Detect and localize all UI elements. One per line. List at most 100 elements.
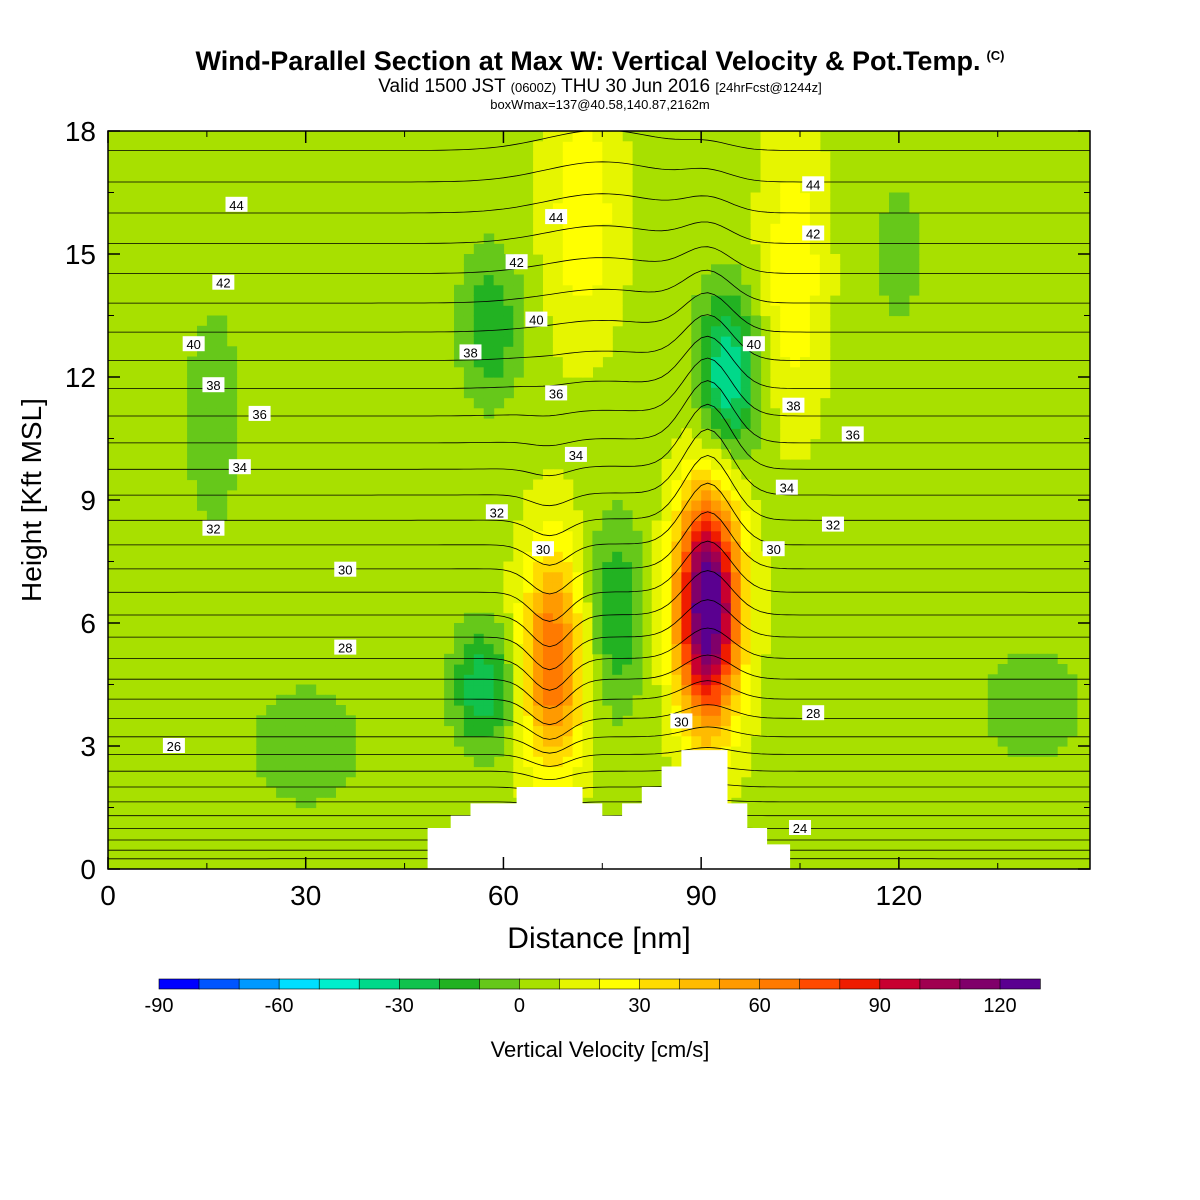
field-cell (622, 612, 633, 624)
field-cell (800, 397, 811, 409)
field-cell (463, 633, 475, 645)
field-cell (483, 694, 495, 706)
field-cell (780, 418, 791, 429)
field-cell (562, 479, 574, 491)
field-cell (800, 243, 811, 255)
field-cell (592, 571, 603, 583)
field-cell (503, 387, 514, 399)
field-cell (661, 664, 673, 675)
field-cell (1057, 664, 1068, 675)
field-cell (602, 172, 613, 183)
field-cell (543, 520, 554, 532)
field-cell (602, 274, 613, 286)
field-cell (543, 223, 554, 235)
field-cell (612, 715, 623, 727)
field-cell (612, 520, 623, 532)
y-axis-label: Height [Kft MSL] (16, 398, 47, 602)
field-cell (523, 582, 534, 593)
field-cell (730, 448, 742, 460)
field-cell (720, 551, 732, 563)
field-cell (819, 172, 831, 183)
field-cell (483, 397, 495, 409)
field-cell (612, 151, 623, 163)
field-cell (1037, 705, 1048, 716)
field-cell (997, 674, 1009, 686)
field-cell (760, 592, 771, 604)
field-cell (750, 315, 762, 327)
field-cell (612, 274, 623, 286)
field-cell (483, 725, 495, 737)
field-cell (315, 746, 327, 757)
field-cell (552, 582, 564, 593)
field-cell (582, 787, 593, 798)
field-cell (572, 530, 584, 542)
field-cell (750, 418, 762, 429)
field-cell (444, 705, 455, 716)
field-cell (552, 346, 564, 358)
field-cell (790, 161, 801, 173)
field-cell (602, 202, 613, 214)
field-cell (582, 182, 593, 194)
field-cell (681, 469, 692, 481)
theta-label-text: 32 (826, 518, 840, 533)
field-cell (997, 694, 1009, 706)
field-cell (285, 705, 297, 716)
field-cell (661, 489, 673, 501)
field-cell (681, 643, 692, 655)
field-cell (800, 387, 811, 399)
field-cell (187, 407, 198, 419)
field-cell (582, 653, 593, 665)
field-cell (543, 284, 554, 296)
field-cell (612, 172, 623, 183)
field-cell (770, 264, 781, 276)
field-cell (315, 705, 327, 716)
field-cell (592, 602, 603, 614)
field-cell (493, 715, 505, 727)
theta-contour (108, 67, 1090, 86)
field-cell (622, 551, 633, 563)
field-cell (671, 623, 682, 634)
field-cell (572, 366, 584, 378)
valid-time-line: Valid 1500 JST (0600Z) THU 30 Jun 2016 [… (378, 76, 822, 97)
field-cell (473, 715, 485, 727)
field-cell (730, 541, 742, 552)
field-cell (691, 387, 702, 399)
field-cell (572, 725, 584, 737)
field-cell (809, 295, 821, 306)
field-cell (711, 571, 722, 583)
field-cell (730, 315, 742, 327)
field-cell (206, 428, 218, 440)
field-cell (226, 377, 238, 388)
field-cell (582, 254, 593, 265)
field-cell (809, 202, 821, 214)
field-cell (740, 479, 752, 491)
field-cell (533, 151, 544, 163)
field-cell (513, 541, 524, 552)
field-cell (582, 746, 593, 757)
field-cell (1057, 694, 1068, 706)
field-cell (543, 172, 554, 183)
field-cell (513, 705, 524, 716)
field-cell (760, 633, 771, 645)
field-cell (622, 243, 633, 255)
field-cell (1007, 735, 1019, 747)
field-cell (513, 725, 524, 737)
field-cell (562, 766, 574, 778)
field-cell (750, 561, 762, 573)
field-cell (651, 530, 663, 542)
field-cell (730, 705, 742, 716)
field-cell (740, 623, 752, 634)
field-cell (740, 551, 752, 563)
field-cell (523, 530, 534, 542)
field-cell (720, 489, 732, 501)
theta-contour (108, 221, 1090, 244)
field-cell (691, 571, 702, 583)
field-cell (691, 674, 702, 686)
field-cell (740, 315, 752, 327)
field-cell (572, 131, 584, 142)
field-cell (197, 448, 208, 460)
theta-contour (108, 357, 1090, 417)
field-cell (463, 674, 475, 686)
field-cell (612, 254, 623, 265)
field-cell (671, 541, 682, 552)
